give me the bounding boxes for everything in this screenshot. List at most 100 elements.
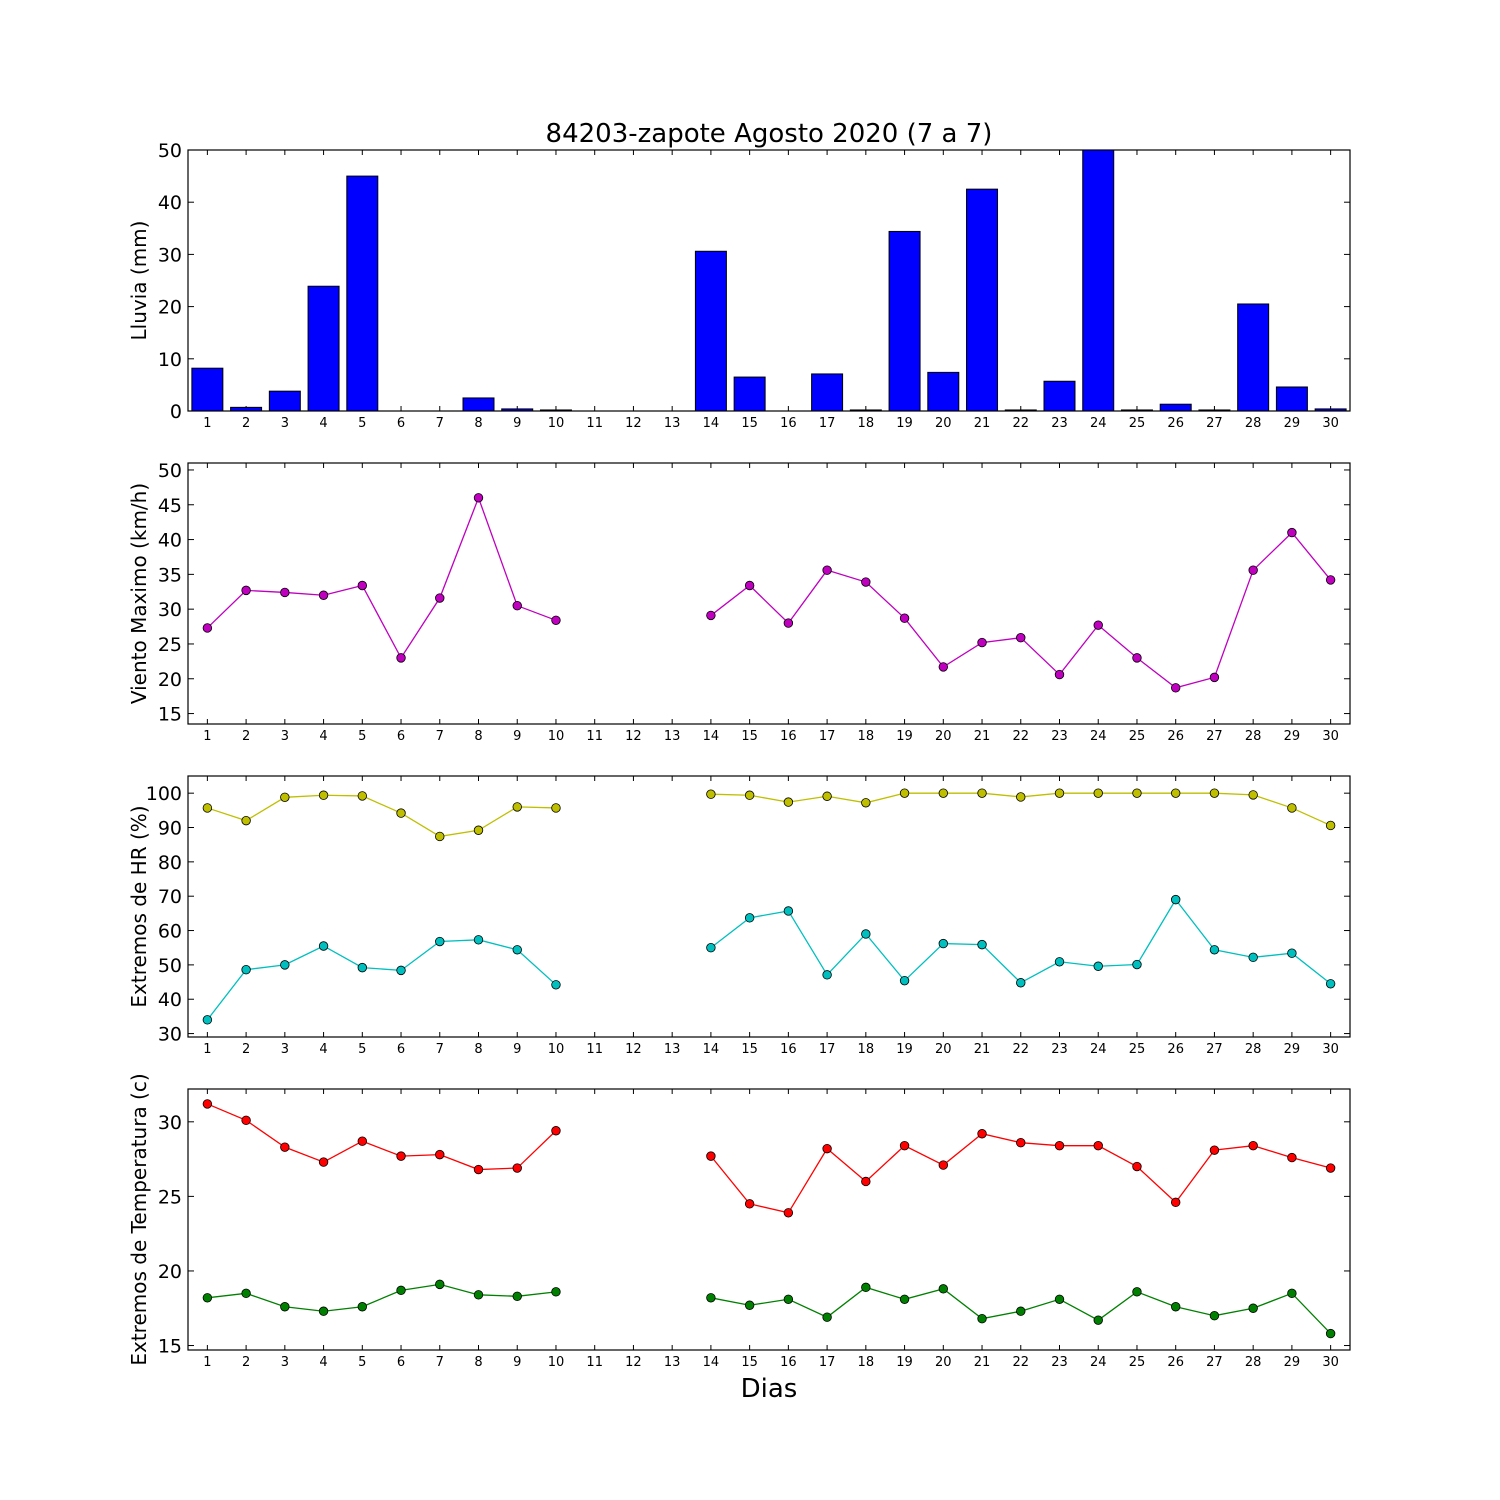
plot-frame	[187, 149, 1351, 412]
x-tick-label: 25	[1129, 729, 1146, 744]
data-point	[202, 1099, 213, 1109]
series-line	[207, 794, 556, 838]
data-point	[1209, 672, 1220, 683]
x-tick-label: 21	[974, 416, 991, 431]
rain-bar	[268, 390, 301, 412]
x-tick-label: 3	[281, 729, 289, 744]
data-point	[435, 1279, 445, 1290]
data-point	[512, 1291, 522, 1302]
x-tick-label: 4	[319, 1042, 327, 1057]
data-point	[1248, 1140, 1258, 1151]
x-tick-label: 16	[780, 416, 797, 431]
x-tick-label: 28	[1245, 416, 1262, 431]
data-point	[899, 975, 910, 986]
data-point	[435, 936, 445, 947]
data-point	[1016, 792, 1026, 802]
x-tick-label: 9	[513, 1355, 521, 1370]
data-point	[822, 970, 832, 980]
y-tick-label: 50	[158, 955, 182, 977]
y-tick-label: 40	[158, 989, 182, 1011]
x-tick-label: 8	[474, 729, 482, 744]
series-line	[206, 495, 557, 660]
data-point	[783, 906, 794, 916]
x-tick-label: 22	[1012, 416, 1029, 431]
data-point	[1287, 1288, 1297, 1299]
y-axis-label: Extremos de Temperatura (c)	[127, 1073, 151, 1365]
rain-bar	[966, 188, 999, 412]
data-point	[1325, 1328, 1336, 1339]
data-point	[241, 1288, 251, 1299]
x-tick-label: 30	[1322, 416, 1339, 431]
data-point	[1016, 632, 1026, 643]
y-tick-label: 80	[158, 852, 182, 874]
data-point	[473, 935, 484, 945]
plot-frame	[187, 775, 1351, 1038]
x-tick-label: 15	[741, 1042, 758, 1057]
x-tick-label: 26	[1167, 1355, 1184, 1370]
data-point	[899, 613, 910, 623]
data-point	[1054, 1294, 1065, 1304]
data-point	[706, 943, 716, 953]
data-point	[551, 803, 561, 813]
x-tick-label: 24	[1090, 1355, 1107, 1370]
x-tick-label: 22	[1012, 1355, 1029, 1370]
rain-panel: 1 2 3 4 5 6 7 8 9 10 11 12 13 14 15 16 17 18 19 20 21 22 23 24 2…	[127, 140, 1351, 431]
data-point	[357, 1302, 368, 1312]
data-point	[1170, 894, 1181, 905]
x-tick-label: 1	[203, 729, 211, 744]
data-point	[977, 637, 987, 648]
x-tick-label: 1	[203, 1355, 211, 1370]
rain-bar	[307, 285, 340, 412]
x-tick-label: 5	[358, 729, 366, 744]
rain-bar	[694, 250, 727, 412]
data-point	[1016, 978, 1026, 988]
data-point	[1132, 788, 1142, 798]
y-tick-label: 50	[158, 140, 182, 162]
data-point	[1093, 1315, 1103, 1325]
y-tick-label: 20	[158, 297, 182, 319]
data-point	[1132, 1287, 1142, 1297]
x-tick-label: 17	[819, 416, 836, 431]
y-tick-label: 25	[158, 1186, 182, 1208]
series-line	[207, 1283, 557, 1312]
x-tick-label: 23	[1051, 1355, 1068, 1370]
data-point	[357, 580, 368, 591]
data-point	[551, 1126, 561, 1136]
x-tick-label: 6	[397, 729, 405, 744]
x-tick-label: 28	[1245, 1042, 1262, 1057]
data-point	[744, 913, 755, 923]
data-point	[1325, 979, 1336, 989]
data-point	[1170, 683, 1181, 693]
data-point	[1093, 620, 1103, 630]
data-point	[202, 1015, 213, 1025]
data-point	[783, 1208, 794, 1218]
y-tick-label: 30	[158, 599, 182, 621]
x-tick-label: 4	[319, 416, 327, 431]
data-point	[396, 653, 406, 663]
x-tick-label: 27	[1206, 1355, 1223, 1370]
data-point	[938, 938, 949, 949]
x-tick-label: 11	[586, 1042, 603, 1057]
temperature-panel: 1 2 3 4 5 6 7 8 9 10 11 12 13 14 15 16 17 18 19 20 21 22 23 24 2…	[127, 1073, 1351, 1370]
x-tick-label: 27	[1206, 416, 1223, 431]
x-tick-label: 7	[436, 729, 444, 744]
data-point	[977, 788, 987, 798]
rain-bar	[927, 371, 960, 412]
data-point	[783, 797, 794, 807]
x-tick-label: 14	[703, 416, 720, 431]
data-point	[241, 1115, 251, 1126]
y-tick-label: 90	[158, 818, 182, 840]
chart-title: 84203-zapote Agosto 2020 (7 a 7)	[546, 119, 993, 149]
x-tick-label: 24	[1090, 729, 1107, 744]
rain-bar	[1082, 149, 1115, 412]
data-point	[706, 1151, 716, 1161]
data-point	[706, 1293, 716, 1303]
data-point	[357, 962, 368, 973]
data-point	[1132, 1161, 1142, 1172]
data-point	[473, 1290, 484, 1300]
data-point	[512, 1163, 522, 1173]
x-tick-label: 11	[586, 1355, 603, 1370]
x-tick-label: 3	[281, 416, 289, 431]
y-tick-label: 45	[158, 495, 182, 517]
